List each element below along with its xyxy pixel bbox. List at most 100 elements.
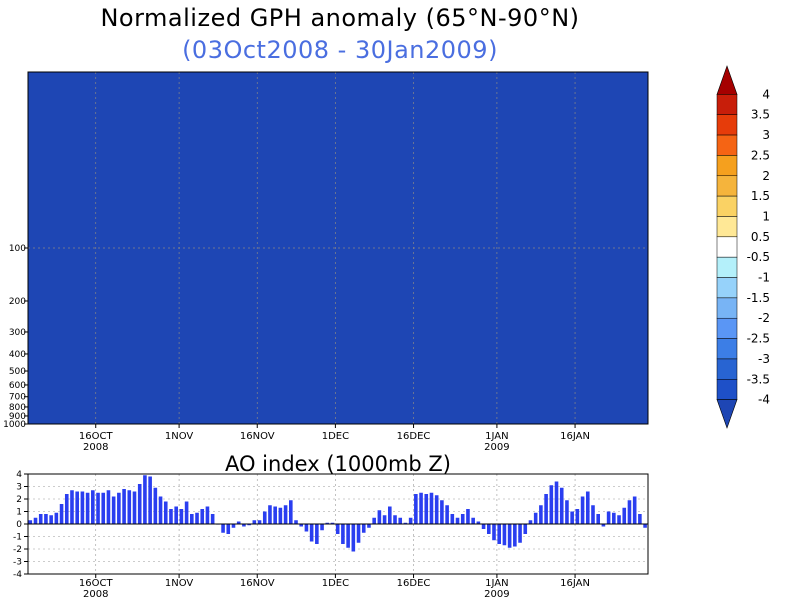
heatmap-cell xyxy=(322,328,329,337)
heatmap-cell xyxy=(451,72,458,81)
heatmap-cell xyxy=(307,224,313,233)
heatmap-cell xyxy=(487,376,494,385)
heatmap-cell xyxy=(276,248,282,257)
heatmap-cell xyxy=(560,208,566,217)
heatmap-cell xyxy=(508,256,515,265)
heatmap-cell xyxy=(467,384,473,393)
heatmap-cell xyxy=(410,216,416,225)
heatmap-cell xyxy=(518,328,525,337)
heatmap-cell xyxy=(524,328,530,337)
heatmap-cell xyxy=(69,248,75,257)
heatmap-cell xyxy=(245,128,251,137)
heatmap-cell xyxy=(477,88,484,97)
heatmap-cell xyxy=(136,104,143,113)
heatmap-cell xyxy=(622,88,628,97)
heatmap-cell xyxy=(493,264,499,273)
heatmap-cell xyxy=(121,216,127,225)
heatmap-cell xyxy=(343,288,349,297)
heatmap-cell xyxy=(146,384,153,393)
heatmap-cell xyxy=(601,136,608,145)
heatmap-cell xyxy=(420,216,427,225)
heatmap-cell xyxy=(224,176,230,185)
heatmap-cell xyxy=(389,200,396,209)
heatmap-cell xyxy=(586,336,592,345)
heatmap-cell xyxy=(570,280,577,289)
heatmap-cell xyxy=(105,336,112,345)
heatmap-cell xyxy=(384,320,391,329)
heatmap-cell xyxy=(580,344,587,353)
heatmap-cell xyxy=(95,128,101,137)
heatmap-cell xyxy=(317,104,323,113)
heatmap-cell xyxy=(606,232,613,241)
heatmap-cell xyxy=(79,224,86,233)
heatmap-cell xyxy=(539,328,546,337)
heatmap-cell xyxy=(307,344,313,353)
heatmap-cell xyxy=(95,136,101,145)
heatmap-cell xyxy=(591,328,597,337)
heatmap-cell xyxy=(549,200,556,209)
heatmap-cell xyxy=(493,384,499,393)
heatmap-cell xyxy=(317,144,323,153)
heatmap-cell xyxy=(162,120,168,129)
heatmap-cell xyxy=(245,328,251,337)
heatmap-cell xyxy=(529,256,535,265)
heatmap-cell xyxy=(157,368,163,377)
heatmap-cell xyxy=(606,72,613,81)
heatmap-cell xyxy=(410,384,416,393)
heatmap-cell xyxy=(115,248,122,257)
heatmap-cell xyxy=(38,208,44,217)
heatmap-cell xyxy=(157,232,163,241)
heatmap-cell xyxy=(234,288,241,297)
heatmap-cell xyxy=(157,400,163,409)
heatmap-cell xyxy=(415,152,422,161)
heatmap-cell xyxy=(596,296,602,305)
heatmap-cell xyxy=(415,120,422,129)
heatmap-cell xyxy=(369,400,375,409)
heatmap-cell xyxy=(255,368,261,377)
heatmap-cell xyxy=(286,384,292,393)
heatmap-cell xyxy=(586,264,592,273)
heatmap-cell xyxy=(431,256,437,265)
heatmap-cell xyxy=(100,312,106,321)
heatmap-cell xyxy=(498,368,504,377)
heatmap-cell xyxy=(555,80,561,89)
heatmap-cell xyxy=(84,336,91,345)
heatmap-cell xyxy=(312,200,318,209)
heatmap-cell xyxy=(296,216,303,225)
heatmap-cell xyxy=(617,352,623,361)
heatmap-cell xyxy=(467,272,473,281)
heatmap-cell xyxy=(642,200,648,209)
heatmap-cell xyxy=(477,328,484,337)
heatmap-cell xyxy=(38,136,44,145)
heatmap-cell xyxy=(250,360,256,369)
heatmap-cell xyxy=(487,288,494,297)
heatmap-cell xyxy=(524,392,530,401)
heatmap-cell xyxy=(436,224,442,233)
heatmap-cell xyxy=(224,248,230,257)
heatmap-cell xyxy=(596,96,602,105)
heatmap-cell xyxy=(84,136,91,145)
heatmap-cell xyxy=(513,168,520,177)
heatmap-cell xyxy=(188,368,194,377)
heatmap-cell xyxy=(141,392,148,401)
heatmap-cell xyxy=(84,160,91,169)
heatmap-cell xyxy=(343,120,349,129)
heatmap-cell xyxy=(544,288,551,297)
heatmap-cell xyxy=(369,320,375,329)
heatmap-cell xyxy=(384,88,391,97)
heatmap-cell xyxy=(508,328,515,337)
heatmap-cell xyxy=(53,304,60,313)
heatmap-cell xyxy=(141,104,148,113)
heatmap-cell xyxy=(441,240,447,249)
heatmap-cell xyxy=(291,312,298,321)
heatmap-cell xyxy=(43,280,50,289)
heatmap-cell xyxy=(214,72,220,81)
heatmap-cell xyxy=(250,112,256,121)
heatmap-cell xyxy=(627,96,633,105)
heatmap-cell xyxy=(95,368,101,377)
heatmap-cell xyxy=(115,240,122,249)
heatmap-cell xyxy=(518,208,525,217)
heatmap-cell xyxy=(513,384,520,393)
heatmap-cell xyxy=(265,320,272,329)
heatmap-cell xyxy=(126,344,132,353)
